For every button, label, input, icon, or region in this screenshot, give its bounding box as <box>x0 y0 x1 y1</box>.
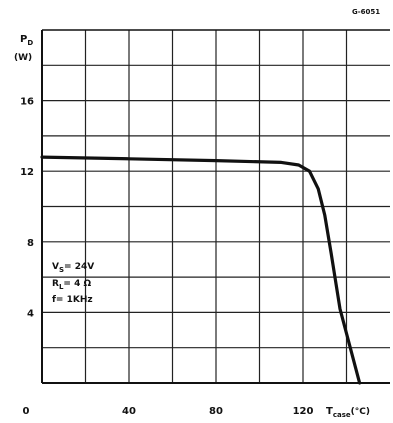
x-tick-label: 40 <box>122 406 136 417</box>
derating-curve <box>40 155 362 385</box>
tick-labels: 0 40 80 120 4 8 12 16 <box>20 97 313 417</box>
y-axis-unit: (W) <box>14 53 32 63</box>
y-axis-label: PD <box>20 34 33 47</box>
y-tick-label: 8 <box>27 238 34 249</box>
grid <box>42 30 390 383</box>
y-tick-label: 16 <box>20 97 34 108</box>
x-tick-label: 0 <box>23 406 30 417</box>
series-line <box>40 155 362 385</box>
figure-code: G-6051 <box>352 8 380 16</box>
plot-frame <box>41 29 390 384</box>
condition-vs: VS= 24V <box>52 262 94 274</box>
x-tick-label: 80 <box>209 406 223 417</box>
y-tick-label: 12 <box>20 167 34 178</box>
condition-rl: RL= 4 Ω <box>52 279 91 291</box>
x-tick-label: 120 <box>293 406 314 417</box>
y-tick-label: 4 <box>27 308 34 319</box>
x-axis-label: Tcase(°C) <box>326 406 370 419</box>
condition-f: f= 1KHz <box>52 295 93 305</box>
